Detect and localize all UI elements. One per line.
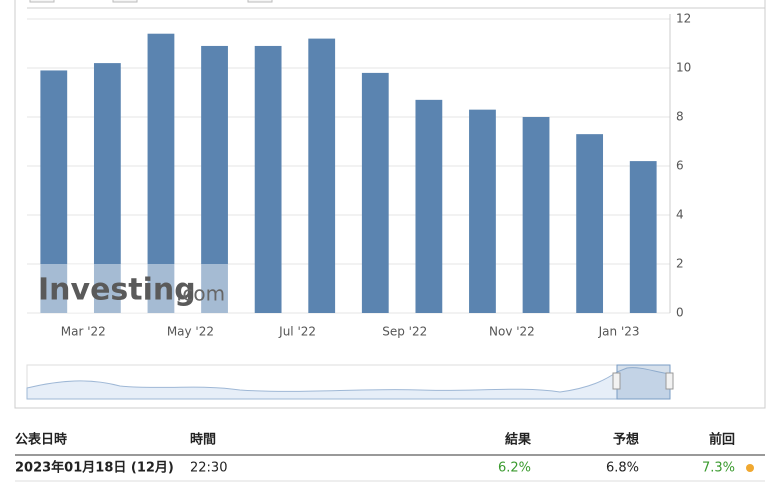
table-header: 予想 <box>613 432 639 448</box>
table-cell: 2023年01月18日 (12月) <box>15 460 174 476</box>
table: 公表日時 時間 結果 予想 前回 2023年01月18日 (12月) 22:30 6.2% 6.… <box>15 432 765 482</box>
bar <box>576 134 604 313</box>
y-tick-label: 8 <box>676 110 684 124</box>
y-tick-label: 0 <box>676 306 684 320</box>
bar <box>40 70 68 313</box>
table-header: 公表日時 <box>15 432 67 448</box>
x-tick-label: Jan '23 <box>598 325 640 339</box>
y-tick-label: 4 <box>676 208 684 222</box>
table-cell: 22:30 <box>190 461 227 476</box>
range-button[interactable] <box>112 0 138 3</box>
y-tick-label: 12 <box>676 12 691 26</box>
navigator <box>26 364 674 400</box>
table-cell: 6.8% <box>606 461 639 476</box>
x-tick-label: Sep '22 <box>382 325 427 339</box>
table-header: 時間 <box>190 432 216 448</box>
y-tick-label: 10 <box>676 61 691 75</box>
table-header: 結果 <box>505 432 531 448</box>
bar <box>201 45 228 313</box>
status-dot <box>746 464 754 472</box>
navigator-handle[interactable] <box>612 372 621 390</box>
table-header: 前回 <box>709 432 735 448</box>
x-tick-label: Jul '22 <box>278 325 316 339</box>
bar <box>629 161 657 313</box>
navigator-selection[interactable] <box>616 364 671 400</box>
x-tick-label: Nov '22 <box>489 325 535 339</box>
watermark: .com <box>176 282 225 306</box>
range-button[interactable] <box>29 0 55 3</box>
watermark: Investing <box>38 273 196 308</box>
bar <box>147 33 175 313</box>
bar <box>522 117 550 313</box>
bar <box>361 72 389 314</box>
bar <box>254 45 282 313</box>
table-cell: 7.3% <box>702 461 735 476</box>
range-button[interactable] <box>247 0 273 3</box>
y-tick-label: 2 <box>676 257 684 271</box>
table-cell: 6.2% <box>498 461 531 476</box>
y-tick-label: 6 <box>676 159 684 173</box>
navigator-series <box>26 367 671 400</box>
bar <box>469 109 496 314</box>
plot: 0 2 4 6 8 10 12 Mar '22 May '22 Jul '22 Sep '22 Nov… <box>27 12 691 397</box>
x-tick-label: Mar '22 <box>61 325 106 339</box>
bar <box>308 38 336 313</box>
x-tick-label: May '22 <box>167 325 214 339</box>
bar <box>93 63 121 313</box>
navigator-handle[interactable] <box>665 372 674 390</box>
watermark-backdrop <box>40 264 228 313</box>
bar <box>415 99 443 313</box>
